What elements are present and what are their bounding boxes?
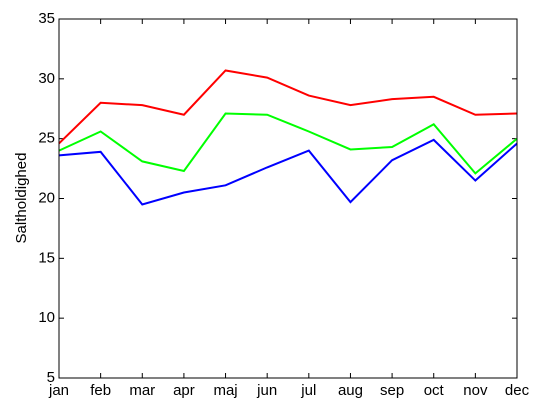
x-tick-label: jun [256,382,277,399]
data-line [58,69,518,145]
y-tick-label: 10 [38,309,55,326]
x-tick-label: aug [338,382,363,399]
x-tick-label: sep [380,382,404,399]
y-tick-label: 25 [38,130,55,147]
y-tick-label: 15 [38,249,55,266]
x-tick-label: feb [90,382,111,399]
x-tick-label: mar [129,382,155,399]
y-axis-label: Saltholdighed [13,153,30,244]
x-tick-label: maj [213,382,237,399]
y-tick-label: 20 [38,189,55,206]
x-tick-label: jul [300,382,316,399]
x-tick-label: jan [48,382,69,399]
plot-frame [58,18,518,379]
y-tick-label: 35 [38,10,55,27]
data-line [58,112,518,175]
x-tick-label: oct [424,382,445,399]
data-line [58,138,518,206]
x-tick-label: dec [505,382,530,399]
y-tick-label: 30 [38,70,55,87]
x-tick-label: nov [463,382,488,399]
x-tick-label: apr [173,382,195,399]
y-tick-label: 5 [47,369,55,386]
